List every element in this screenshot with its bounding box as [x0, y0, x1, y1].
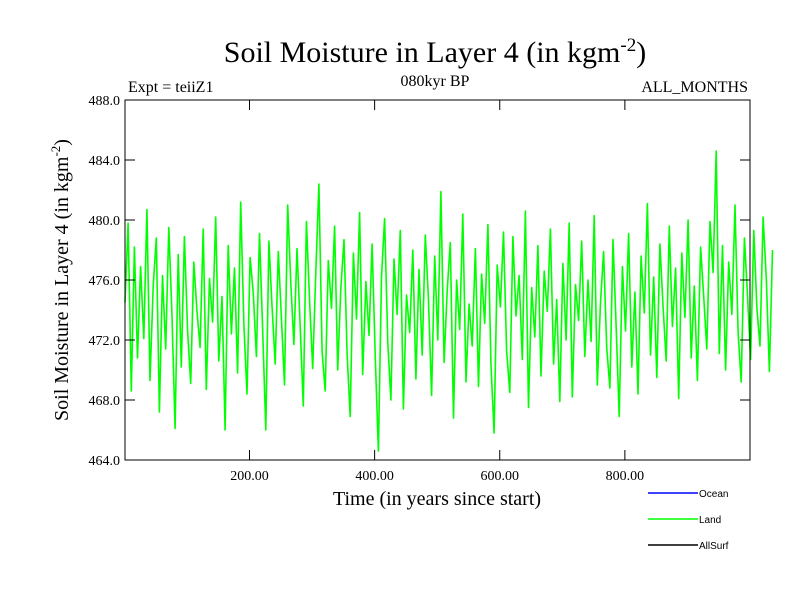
- months-label: ALL_MONTHS: [641, 79, 748, 96]
- legend-label-allsurf: AllSurf: [699, 541, 729, 552]
- x-tick-label: 800.00: [606, 469, 645, 484]
- chart-subtitle: 080kyr BP: [401, 73, 470, 90]
- y-tick-label: 480.0: [89, 214, 121, 229]
- y-axis-label: Soil Moisture in Layer 4 (in kgm-2): [48, 139, 73, 421]
- series-line-land: [124, 150, 774, 452]
- x-tick-label: 200.00: [230, 469, 269, 484]
- y-tick-label: 484.0: [89, 154, 121, 169]
- y-tick-label: 488.0: [89, 94, 121, 109]
- experiment-label: Expt = teiiZ1: [128, 79, 213, 96]
- legend-label-ocean: Ocean: [699, 489, 728, 500]
- plot-area: 464.0 468.0 472.0 476.0 480.0 484.0 488.0 200.0…: [89, 94, 774, 484]
- y-tick-label: 472.0: [89, 334, 121, 349]
- legend: Ocean Land AllSurf: [648, 489, 729, 552]
- legend-label-land: Land: [699, 515, 721, 526]
- y-tick-label: 476.0: [89, 274, 121, 289]
- x-axis-label: Time (in years since start): [333, 488, 541, 510]
- chart-title: Soil Moisture in Layer 4 (in kgm-2): [224, 35, 646, 69]
- y-tick-label: 468.0: [89, 394, 121, 409]
- x-tick-label: 400.00: [355, 469, 394, 484]
- y-tick-label: 464.0: [89, 454, 121, 469]
- plot-frame: [124, 99, 751, 461]
- x-tick-label: 600.00: [480, 469, 519, 484]
